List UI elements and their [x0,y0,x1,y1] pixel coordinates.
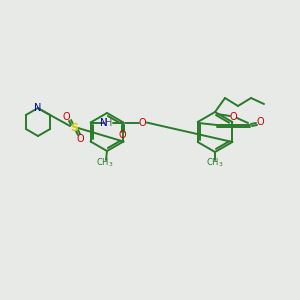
Text: O: O [139,118,146,128]
Text: N: N [34,103,42,113]
Text: CH$_3$: CH$_3$ [206,157,224,169]
Text: H: H [105,118,112,128]
Text: O: O [62,112,70,122]
Text: S: S [70,123,78,133]
Text: N: N [100,118,107,128]
Text: O: O [256,117,264,127]
Text: O: O [119,130,126,140]
Text: CH$_3$: CH$_3$ [96,157,114,169]
Text: O: O [229,112,237,122]
Text: O: O [76,134,84,144]
